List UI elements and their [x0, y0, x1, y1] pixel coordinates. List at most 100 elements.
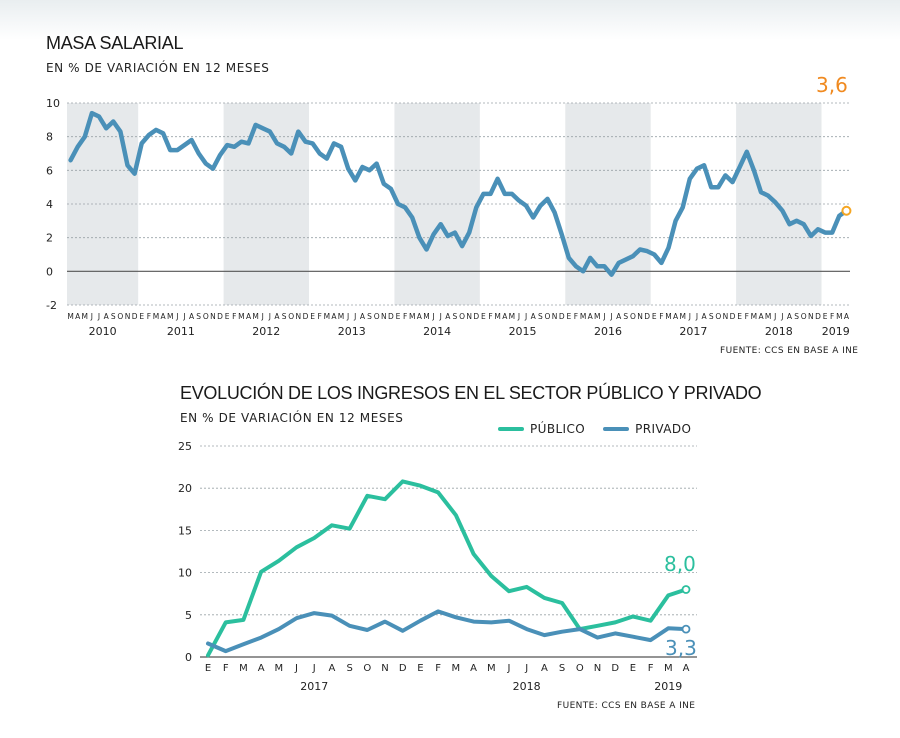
x-month-tick: O [363, 663, 371, 674]
x-month-tick: M [338, 312, 344, 321]
legend-item-privado: PRIVADO [603, 422, 691, 436]
x-month-tick: J [602, 312, 605, 321]
x-month-tick: F [745, 312, 749, 321]
y-tick-label: 15 [178, 524, 192, 537]
y-tick-label: 0 [46, 265, 53, 278]
chart2-subtitle: EN % DE VARIACIÓN EN 12 MESES [180, 411, 404, 425]
y-tick-label: 25 [178, 440, 192, 453]
x-month-tick: N [296, 312, 302, 321]
x-month-tick: D [399, 663, 407, 674]
x-month-tick: J [524, 663, 528, 674]
x-month-tick: D [815, 312, 821, 321]
x-month-tick: E [139, 312, 144, 321]
x-month-tick: A [189, 312, 195, 321]
x-month-tick: D [473, 312, 479, 321]
chart2-title: EVOLUCIÓN DE LOS INGRESOS EN EL SECTOR P… [180, 383, 762, 403]
x-month-tick: J [294, 663, 298, 674]
chart1-subtitle: EN % DE VARIACIÓN EN 12 MESES [46, 61, 270, 75]
x-month-tick: S [559, 663, 565, 674]
x-month-tick: M [836, 312, 842, 321]
x-month-tick: M [452, 663, 461, 674]
x-month-tick: E [481, 312, 486, 321]
x-month-tick: J [90, 312, 93, 321]
x-month-tick: S [538, 312, 543, 321]
x-month-tick: S [346, 663, 352, 674]
x-month-tick: M [238, 312, 244, 321]
x-month-tick: F [147, 312, 151, 321]
x-month-tick: M [487, 663, 496, 674]
x-year-label: 2019 [822, 325, 850, 338]
x-month-tick: A [502, 312, 508, 321]
x-month-tick: F [488, 312, 492, 321]
x-month-tick: N [466, 312, 472, 321]
x-month-tick: E [630, 663, 636, 674]
chart2-legend: PÚBLICO PRIVADO [498, 422, 691, 436]
x-month-tick: J [268, 312, 271, 321]
x-month-tick: A [274, 312, 280, 321]
x-month-tick: E [566, 312, 571, 321]
x-month-tick: A [445, 312, 451, 321]
end-point-marker [841, 205, 852, 216]
x-year-label: 2015 [509, 325, 537, 338]
y-tick-label: 2 [46, 232, 53, 245]
x-month-tick: A [616, 312, 622, 321]
x-month-tick: A [258, 663, 265, 674]
y-tick-label: 6 [46, 164, 53, 177]
x-month-tick: M [664, 663, 673, 674]
x-month-tick: S [282, 312, 287, 321]
x-month-tick: J [431, 312, 434, 321]
x-month-tick: D [644, 312, 650, 321]
chart2-end-value-privado: 3,3 [665, 636, 697, 660]
x-month-tick: J [175, 312, 178, 321]
x-year-label: 2016 [594, 325, 622, 338]
x-month-tick: S [794, 312, 799, 321]
x-month-tick: J [609, 312, 612, 321]
x-month-tick: A [161, 312, 167, 321]
x-month-tick: A [246, 312, 252, 321]
x-month-tick: D [730, 312, 736, 321]
x-month-tick: A [470, 663, 477, 674]
x-month-tick: S [709, 312, 714, 321]
x-month-tick: D [217, 312, 223, 321]
x-month-tick: M [409, 312, 415, 321]
x-month-tick: M [679, 312, 685, 321]
x-month-tick: J [353, 312, 356, 321]
x-month-tick: E [652, 312, 657, 321]
x-month-tick: J [182, 312, 185, 321]
x-month-tick: O [459, 312, 465, 321]
legend-item-publico: PÚBLICO [498, 422, 585, 436]
x-month-tick: S [453, 312, 458, 321]
x-month-tick: J [312, 663, 316, 674]
x-month-tick: F [659, 312, 663, 321]
chart1-source: FUENTE: CCS EN BASE A INE [720, 346, 859, 356]
x-month-tick: F [223, 663, 229, 674]
x-month-tick: M [423, 312, 429, 321]
x-month-tick: N [637, 312, 643, 321]
x-month-tick: A [331, 312, 337, 321]
x-month-tick: A [588, 312, 594, 321]
x-month-tick: A [329, 663, 336, 674]
x-month-tick: N [381, 663, 388, 674]
x-month-tick: A [531, 312, 537, 321]
x-month-tick: O [203, 312, 209, 321]
x-month-tick: D [132, 312, 138, 321]
legend-swatch-privado [603, 427, 630, 431]
x-month-tick: M [153, 312, 159, 321]
x-year-label: 2011 [167, 325, 195, 338]
x-month-tick: M [751, 312, 757, 321]
x-month-tick: J [517, 312, 520, 321]
x-month-tick: A [787, 312, 793, 321]
x-month-tick: A [758, 312, 764, 321]
x-month-tick: M [580, 312, 586, 321]
x-month-tick: A [417, 312, 423, 321]
x-month-tick: N [381, 312, 387, 321]
x-month-tick: F [435, 663, 441, 674]
x-month-tick: A [104, 312, 110, 321]
x-month-tick: F [318, 312, 322, 321]
x-month-tick: D [388, 312, 394, 321]
x-month-tick: O [801, 312, 807, 321]
x-month-tick: M [509, 312, 515, 321]
x-month-tick: O [374, 312, 380, 321]
x-month-tick: J [773, 312, 776, 321]
x-month-tick: D [559, 312, 565, 321]
